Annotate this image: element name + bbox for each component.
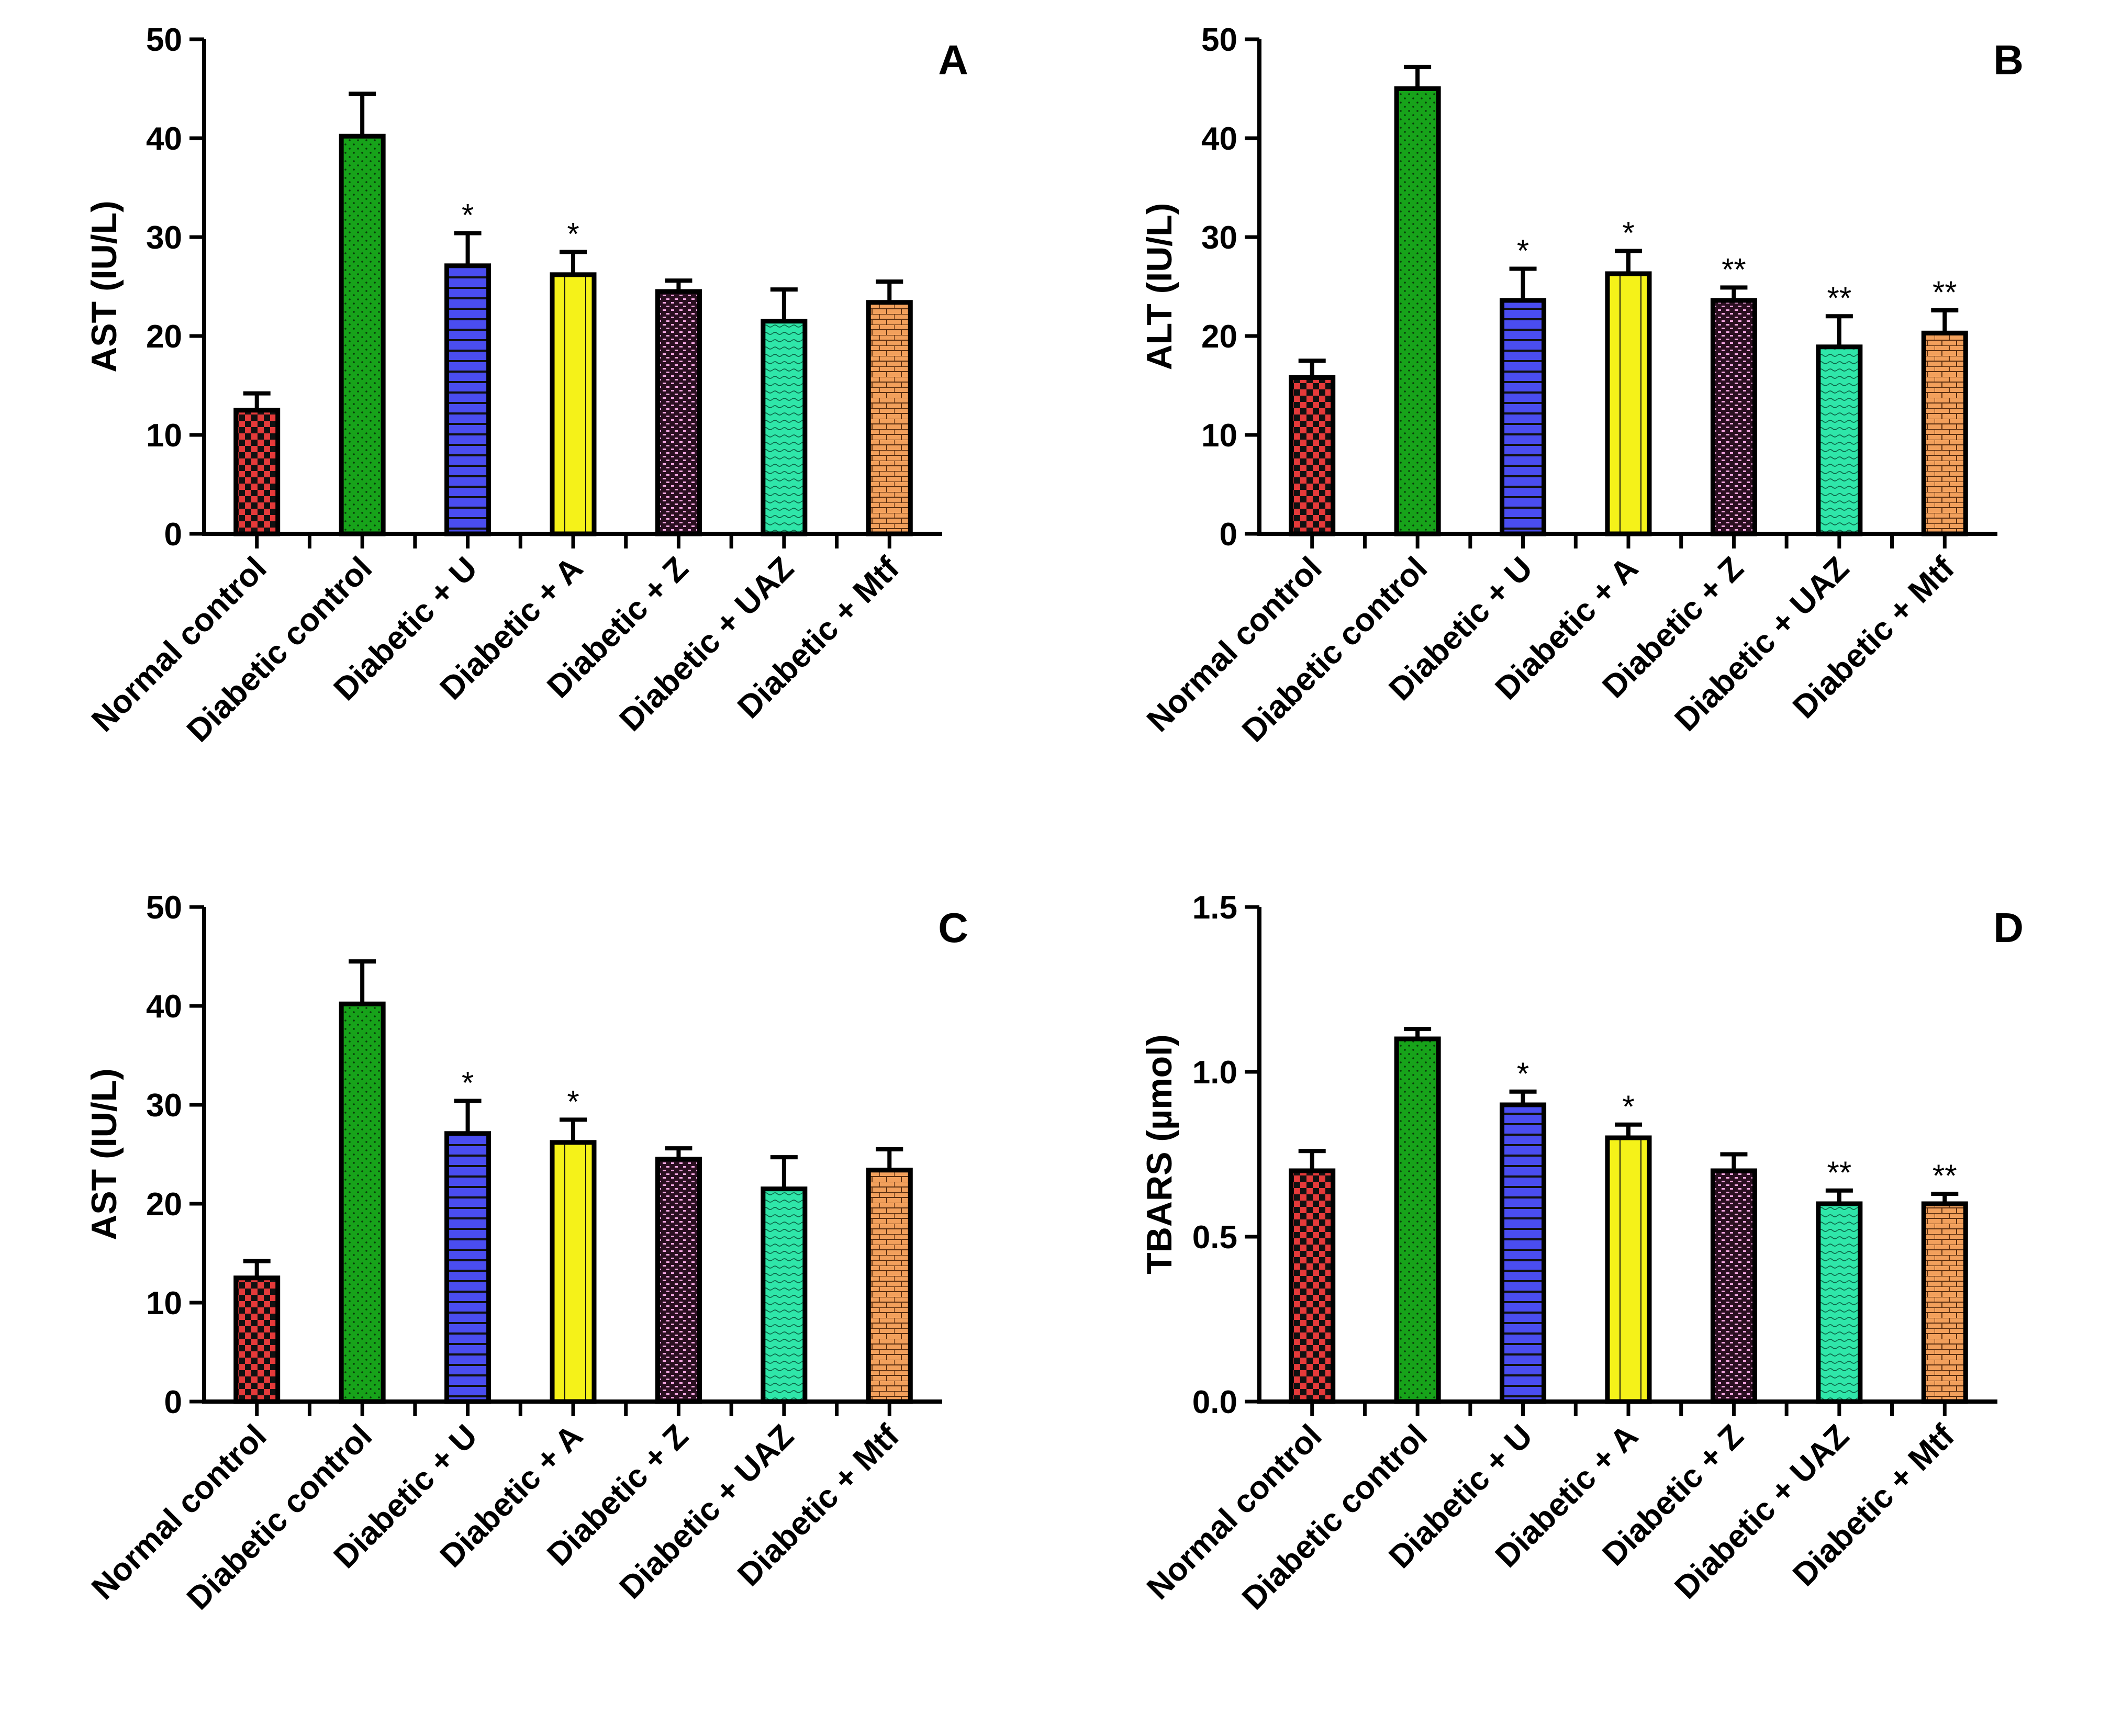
significance-mark: *: [567, 216, 579, 251]
panel-label: D: [1993, 904, 2024, 951]
y-tick-label: 30: [146, 1088, 182, 1124]
x-category-label: Normal control: [1140, 1418, 1329, 1607]
bar-diabetic-u: [1500, 298, 1547, 536]
bar-diabetic-u: [444, 1131, 492, 1404]
significance-mark: **: [1827, 281, 1852, 316]
significance-mark: *: [462, 1065, 474, 1100]
bar-diabetic-z: [1710, 1168, 1757, 1404]
significance-mark: *: [462, 197, 474, 232]
y-tick-label: 40: [1201, 121, 1237, 157]
significance-mark: **: [1827, 1155, 1852, 1190]
bar-normal-control: [233, 1275, 281, 1404]
bar-diabetic-uaz: [1816, 1201, 1863, 1404]
y-tick-label: 0: [164, 517, 182, 553]
x-category-label: Diabetic control: [180, 550, 379, 749]
chart-svg-c: 0 10 20 30 40 50 AST (IU/L) C Normal controlDiab…: [84, 890, 968, 1617]
y-axis-title: AST (IU/L): [84, 200, 124, 373]
panel-d-tbars-chart: 0.0 0.5 1.0 1.5 TBARS (µmol) D Normal control D…: [1055, 868, 2110, 1735]
y-axis-title: TBARS (µmol): [1140, 1034, 1179, 1274]
x-category-label: Diabetic control: [180, 1418, 379, 1617]
significance-mark: *: [1622, 1089, 1634, 1124]
bar-diabetic-mtf: [866, 300, 913, 536]
bar-diabetic-a: [1605, 271, 1652, 536]
y-tick-label: 40: [146, 121, 182, 157]
y-tick-label: 20: [146, 319, 182, 355]
y-tick-label: 0: [1220, 517, 1237, 553]
x-category-label: Normal control: [85, 550, 274, 739]
bar-diabetic-z: [655, 289, 702, 536]
bar-diabetic-u: [1500, 1102, 1547, 1404]
y-tick-label: 30: [146, 220, 182, 256]
y-tick-label: 50: [1201, 22, 1237, 58]
y-tick-label: 50: [146, 890, 182, 926]
bar-diabetic-mtf: [1921, 1201, 1968, 1404]
y-tick-label: 10: [146, 418, 182, 454]
y-tick-label: 30: [1201, 220, 1237, 256]
y-tick-label: 20: [1201, 319, 1237, 355]
x-category-label: Diabetic control: [1235, 550, 1434, 749]
bar-diabetic-z: [1710, 298, 1757, 536]
bar-diabetic-control: [1394, 1036, 1441, 1404]
y-tick-label: 40: [146, 989, 182, 1025]
bar-diabetic-a: [550, 1140, 597, 1404]
y-tick-label: 0: [164, 1384, 182, 1420]
x-category-label: Normal control: [85, 1418, 274, 1607]
y-tick-label: 0.5: [1192, 1219, 1237, 1256]
significance-mark: **: [1722, 252, 1746, 287]
bar-normal-control: [233, 408, 281, 536]
bar-diabetic-z: [655, 1157, 702, 1404]
significance-mark: *: [1517, 1056, 1529, 1091]
y-tick-label: 50: [146, 22, 182, 58]
y-tick-label: 10: [146, 1285, 182, 1321]
bar-diabetic-u: [444, 263, 492, 536]
y-tick-label: 1.5: [1192, 890, 1237, 926]
bar-diabetic-uaz: [761, 1186, 808, 1404]
panel-label: A: [938, 37, 968, 83]
x-category-label: Diabetic control: [1235, 1418, 1434, 1617]
bar-diabetic-uaz: [761, 319, 808, 536]
panel-label: C: [938, 904, 968, 951]
y-axis-title: AST (IU/L): [84, 1068, 124, 1240]
bar-diabetic-control: [339, 1001, 386, 1404]
y-axis-title: ALT (IU/L): [1140, 203, 1179, 371]
y-tick-label: 20: [146, 1186, 182, 1223]
bar-diabetic-a: [550, 272, 597, 536]
chart-svg-d: 0.0 0.5 1.0 1.5 TBARS (µmol) D Normal controlD…: [1140, 890, 2024, 1617]
panel-b-alt-chart: 0 10 20 30 40 50 ALT (IU/L) B Normal control Diab…: [1055, 0, 2110, 868]
panel-c-ast-chart: 0 10 20 30 40 50 AST (IU/L) C Normal control Diab…: [0, 868, 1055, 1735]
bar-diabetic-control: [1394, 86, 1441, 536]
x-category-label: Normal control: [1140, 550, 1329, 739]
chart-svg-a: 0 10 20 30 40 50 AST (IU/L) A Normal controlDiab…: [84, 22, 968, 749]
bar-normal-control: [1289, 1168, 1336, 1404]
bar-normal-control: [1289, 375, 1336, 536]
significance-mark: *: [567, 1084, 579, 1119]
panel-label: B: [1993, 37, 2024, 83]
significance-mark: **: [1933, 275, 1957, 310]
bar-diabetic-a: [1605, 1135, 1652, 1404]
significance-mark: **: [1933, 1158, 1957, 1193]
y-tick-label: 1.0: [1192, 1055, 1237, 1091]
significance-mark: *: [1517, 233, 1529, 268]
bar-diabetic-mtf: [1921, 330, 1968, 536]
chart-svg-b: 0 10 20 30 40 50 ALT (IU/L) B Normal controlDiab…: [1140, 22, 2024, 749]
significance-mark: *: [1622, 215, 1634, 250]
panel-a-ast-chart: 0 10 20 30 40 50 AST (IU/L) A Normal control Diab…: [0, 0, 1055, 868]
bar-diabetic-mtf: [866, 1168, 913, 1404]
bar-diabetic-uaz: [1816, 344, 1863, 536]
y-tick-label: 10: [1201, 418, 1237, 454]
bar-diabetic-control: [339, 133, 386, 536]
y-tick-label: 0.0: [1192, 1384, 1237, 1420]
